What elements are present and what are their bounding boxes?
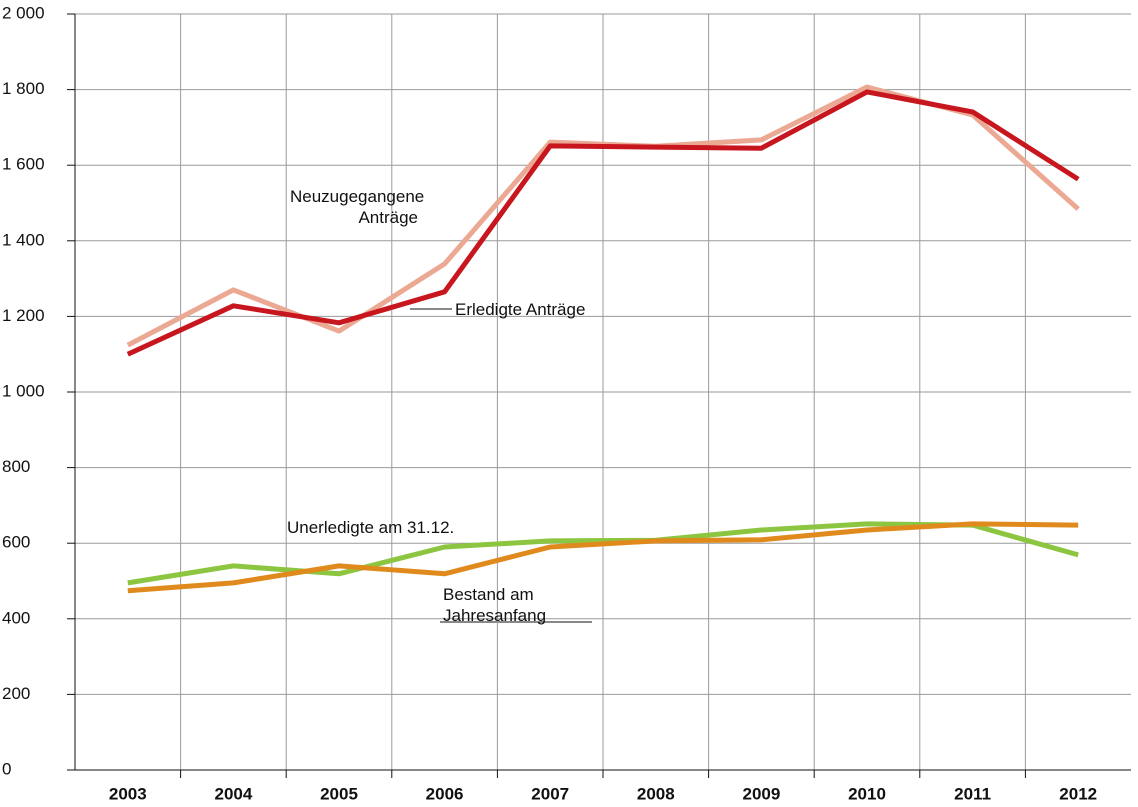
series-label: Erledigte Anträge xyxy=(455,300,586,319)
y-tick-label: 2 000 xyxy=(2,3,45,22)
series-line xyxy=(127,521,1079,594)
x-tick-label: 2008 xyxy=(637,784,675,803)
x-tick-label: 2007 xyxy=(531,784,569,803)
y-tick-label: 0 xyxy=(2,759,11,778)
y-tick-label: 1 600 xyxy=(2,155,45,174)
x-tick-label: 2011 xyxy=(954,784,991,803)
series-label: Neuzugegangene Anträge xyxy=(290,187,425,227)
series-line xyxy=(126,89,1080,357)
x-tick-label: 2003 xyxy=(109,784,147,803)
y-tick-label: 400 xyxy=(2,608,30,627)
y-tick-label: 1 200 xyxy=(2,306,45,325)
x-tick-label: 2006 xyxy=(426,784,464,803)
x-tick-label: 2010 xyxy=(848,784,886,803)
y-tick-label: 1 000 xyxy=(2,381,45,400)
y-tick-label: 1 800 xyxy=(2,79,45,98)
y-tick-label: 200 xyxy=(2,684,30,703)
series-label: Unerledigte am 31.12. xyxy=(287,518,455,537)
series-label: Bestand am Jahresanfang xyxy=(443,585,547,625)
y-tick-label: 800 xyxy=(2,457,30,476)
y-tick-label: 600 xyxy=(2,533,30,552)
x-tick-label: 2012 xyxy=(1059,784,1097,803)
y-tick-label: 1 400 xyxy=(2,230,45,249)
x-tick-label: 2005 xyxy=(320,784,358,803)
x-tick-label: 2004 xyxy=(214,784,252,803)
x-tick-label: 2009 xyxy=(742,784,780,803)
